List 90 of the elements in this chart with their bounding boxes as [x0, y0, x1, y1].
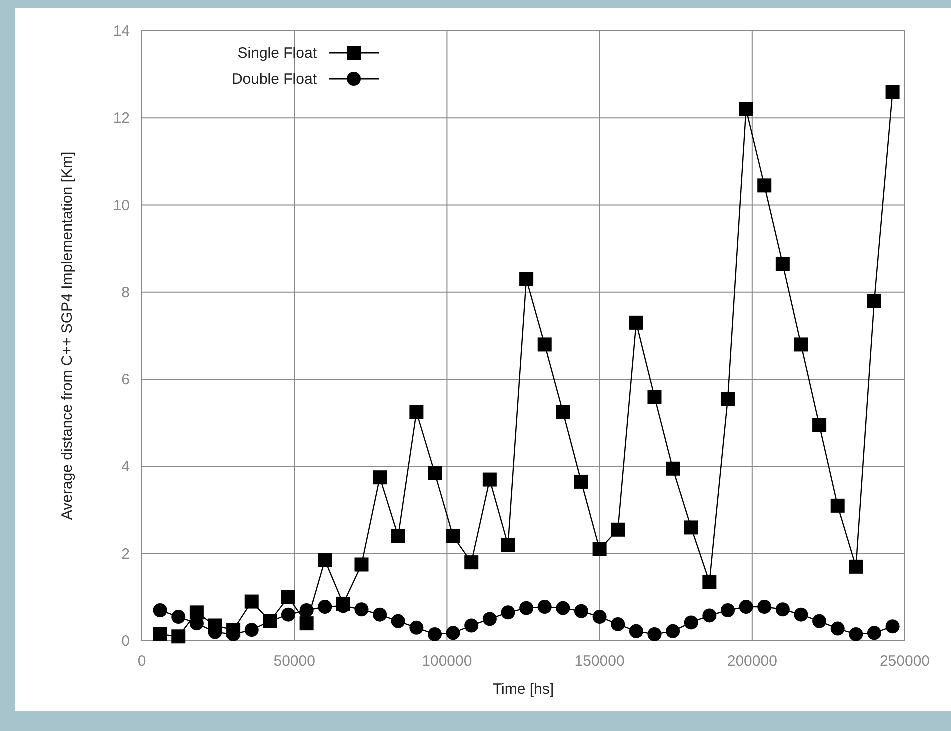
- x-tick-label: 50000: [274, 653, 316, 670]
- point: [501, 606, 516, 620]
- point: [794, 338, 808, 352]
- point: [702, 575, 717, 590]
- point: [666, 462, 680, 476]
- point: [867, 294, 882, 308]
- legend-label: Single Float: [238, 45, 318, 62]
- point: [556, 601, 570, 616]
- y-tick-label: 10: [113, 197, 130, 214]
- point: [629, 316, 644, 330]
- point: [702, 608, 717, 623]
- point: [446, 529, 460, 544]
- legend-label: Double Float: [232, 71, 318, 88]
- point: [464, 556, 479, 570]
- point: [281, 590, 296, 604]
- point: [776, 602, 790, 617]
- point: [520, 601, 534, 616]
- y-tick-label: 4: [122, 458, 130, 476]
- point: [464, 618, 479, 633]
- x-tick-label: 0: [138, 653, 146, 670]
- point: [354, 602, 369, 617]
- point: [482, 472, 497, 487]
- point: [648, 390, 662, 404]
- point: [520, 272, 534, 286]
- point: [153, 604, 168, 618]
- point: [172, 630, 186, 644]
- point: [684, 520, 698, 535]
- point: [776, 257, 790, 272]
- point: [153, 627, 168, 642]
- point: [574, 604, 588, 618]
- point: [849, 560, 864, 574]
- point: [739, 600, 754, 614]
- point: [281, 608, 296, 622]
- point: [428, 627, 442, 642]
- point: [538, 600, 552, 614]
- point: [318, 553, 332, 568]
- point: [172, 610, 186, 624]
- y-tick-label: 6: [122, 372, 130, 389]
- point: [720, 392, 735, 406]
- point: [373, 608, 388, 622]
- point: [812, 614, 827, 628]
- point: [758, 178, 772, 193]
- y-tick-label: 8: [122, 284, 130, 302]
- point: [244, 594, 259, 609]
- point: [666, 624, 680, 638]
- point: [318, 600, 332, 614]
- point: [629, 624, 644, 638]
- point: [354, 558, 369, 572]
- point: [501, 538, 516, 552]
- point: [886, 85, 900, 99]
- point: [538, 338, 552, 352]
- point: [648, 627, 662, 642]
- point: [684, 616, 698, 630]
- x-tick-label: 200000: [727, 653, 778, 670]
- y-tick-label: 2: [122, 546, 130, 563]
- y-tick-label: 12: [113, 110, 130, 128]
- x-tick-label: 150000: [574, 653, 625, 670]
- point: [794, 608, 808, 622]
- point: [849, 627, 864, 642]
- y-tick-label: 14: [113, 23, 130, 40]
- point: [812, 418, 827, 432]
- point: [244, 623, 259, 638]
- point: [592, 542, 607, 556]
- y-tick-label: 0: [122, 633, 130, 650]
- point: [391, 614, 406, 628]
- point: [446, 626, 460, 640]
- point: [720, 604, 735, 618]
- x-tick-label: 250000: [880, 653, 930, 670]
- point: [410, 620, 424, 635]
- point: [556, 405, 570, 420]
- point: [482, 612, 497, 626]
- point: [574, 474, 588, 489]
- x-tick-label: 100000: [422, 653, 472, 670]
- point: [830, 498, 845, 513]
- x-axis-title: Time [hs]: [492, 681, 554, 698]
- point: [611, 617, 626, 632]
- point: [300, 604, 314, 618]
- point: [410, 405, 424, 420]
- point: [300, 616, 314, 631]
- point: [867, 626, 882, 640]
- point: [428, 466, 442, 480]
- point: [758, 600, 772, 614]
- point: [391, 529, 406, 544]
- point: [739, 102, 754, 116]
- point: [886, 620, 900, 634]
- y-axis-title: Average distance from C++ SGP4 Implementation [Km]: [59, 152, 76, 520]
- point: [830, 622, 845, 636]
- point: [373, 470, 388, 485]
- point: [592, 610, 607, 624]
- point: [611, 522, 626, 537]
